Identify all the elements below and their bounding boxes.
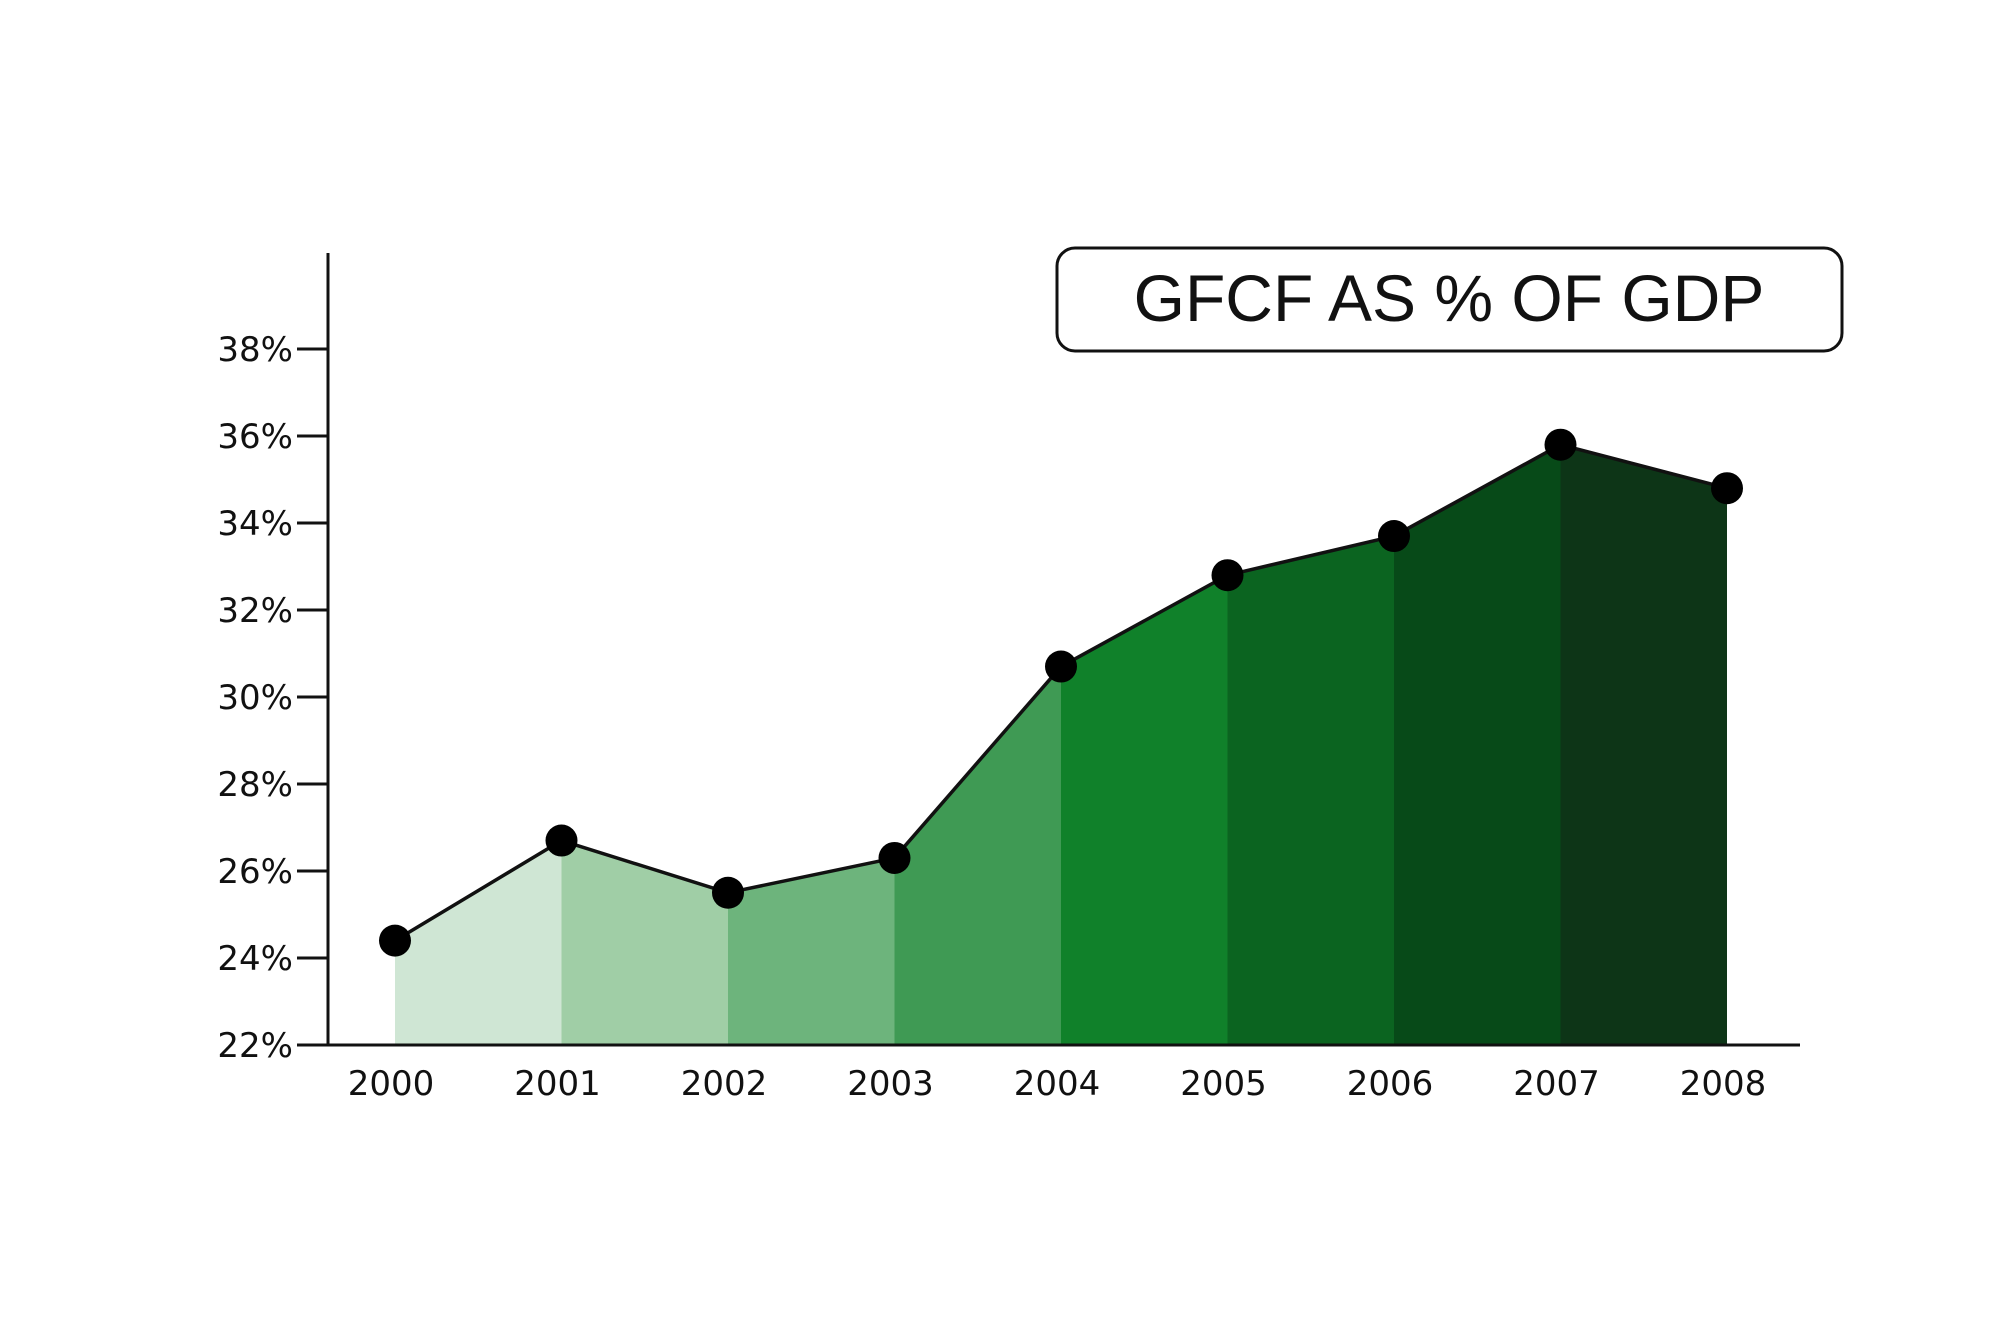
x-tick-label: 2007 [1513,1064,1600,1104]
data-point-2001 [545,824,578,857]
area-segment-2002-2003 [728,857,895,1045]
data-point-2007 [1544,428,1577,461]
x-tick-label: 2000 [348,1064,435,1104]
area-segment-2003-2004 [894,666,1061,1045]
area-segments [395,444,1727,1045]
x-tick-label: 2008 [1680,1064,1767,1104]
y-tick-label: 28% [217,765,293,805]
data-point-2004 [1045,650,1077,683]
y-tick-label: 32% [217,591,293,631]
data-point-2002 [712,876,744,909]
data-point-2005 [1211,559,1244,592]
y-tick-label: 38% [217,330,293,370]
y-tick-label: 24% [217,939,293,979]
area-segment-2005-2006 [1227,536,1394,1045]
area-segment-2000-2001 [395,840,562,1045]
x-tick-label: 2001 [514,1064,601,1104]
area-segment-2007-2008 [1560,444,1727,1045]
data-markers [379,428,1743,957]
y-tick-label: 36% [217,417,293,457]
area-segment-2006-2007 [1394,444,1561,1045]
x-tick-label: 2003 [847,1064,934,1104]
x-tick-label: 2004 [1014,1064,1101,1104]
data-point-2008 [1711,472,1743,505]
area-segment-2004-2005 [1061,575,1228,1045]
x-ticks: 2000 2001 2002 2003 2004 2005 2006 2007 2008 [348,1064,1767,1104]
chart-axes [326,253,1800,1047]
y-tick-label: 26% [217,852,293,892]
title-box-border [1055,246,1844,353]
y-ticks: 22% 24% 26% 28% 30% 32% 34% 36% 38% [217,330,328,1066]
chart-title: GFCF AS % OF GDP [1134,261,1765,335]
data-point-2006 [1378,520,1410,553]
area-segment-2001-2002 [561,840,728,1045]
y-tick-label: 30% [217,678,293,718]
chart-title-box: GFCF AS % OF GDP [1055,246,1844,353]
y-tick-label: 22% [217,1026,293,1066]
x-tick-label: 2005 [1180,1064,1267,1104]
x-tick-label: 2006 [1347,1064,1434,1104]
data-point-2000 [379,924,411,957]
x-tick-label: 2002 [681,1064,768,1104]
data-point-2003 [878,841,911,874]
y-tick-label: 34% [217,504,293,544]
